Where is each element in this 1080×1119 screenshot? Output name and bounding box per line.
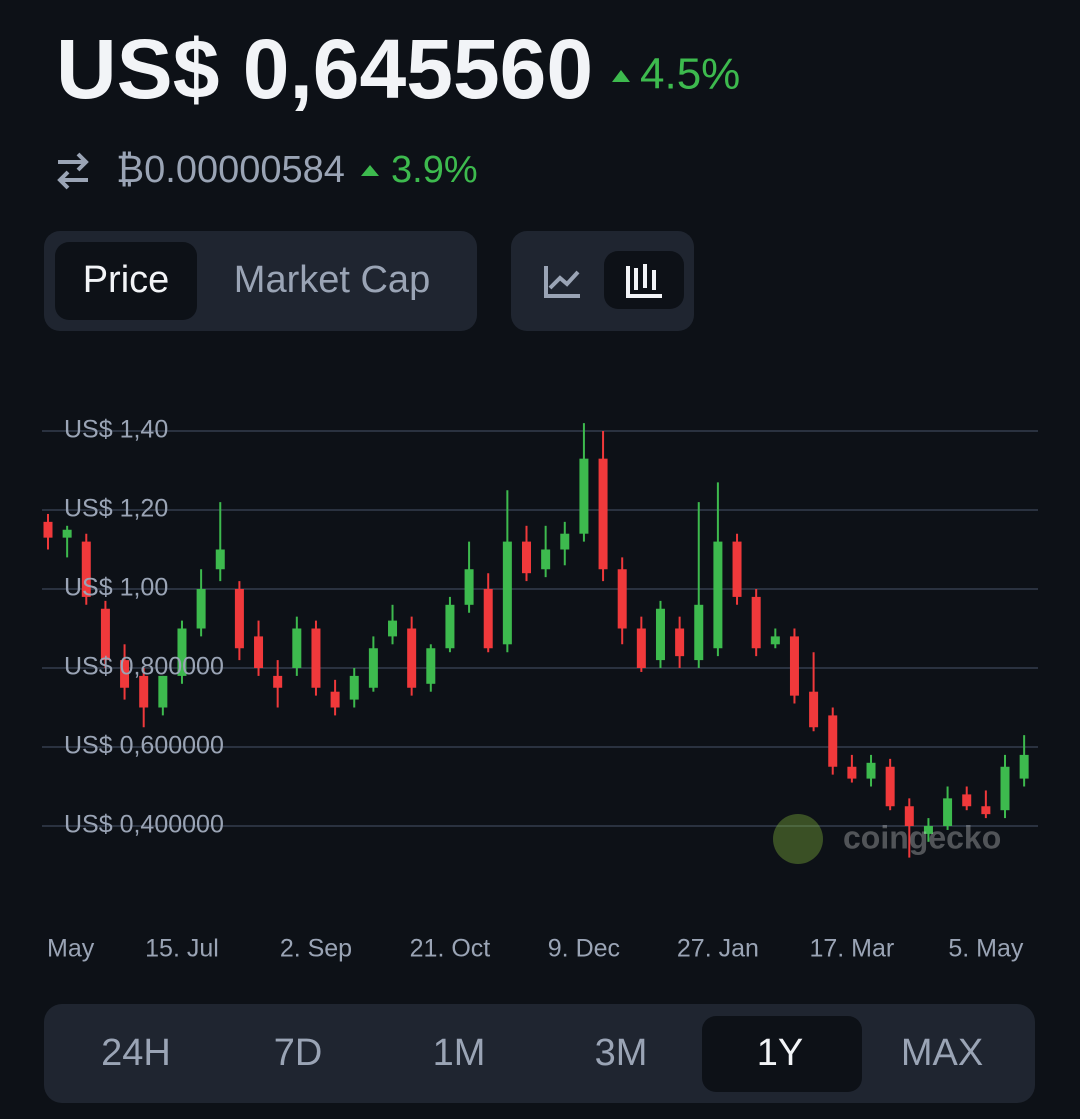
candle-body (579, 458, 589, 534)
candle-body (770, 636, 780, 645)
x-tick-label: 9. Dec (548, 935, 620, 963)
candle-body (311, 628, 321, 688)
x-tick-label: May (47, 935, 95, 963)
range-button[interactable]: 1Y (757, 1032, 803, 1074)
x-tick-label: 5. May (948, 935, 1024, 963)
candle-body (177, 628, 187, 676)
candle-body (675, 628, 685, 657)
watermark-text: coingecko (843, 819, 1001, 855)
tab-selected (55, 242, 197, 320)
x-tick-label: 17. Mar (809, 935, 894, 963)
candle-body (292, 628, 302, 668)
candle-body (598, 458, 608, 570)
y-tick-label: US$ 1,20 (64, 495, 168, 523)
candle-body (655, 608, 665, 661)
x-tick-label: 15. Jul (145, 935, 219, 963)
y-tick-label: US$ 0,600000 (64, 732, 224, 760)
range-bar (44, 1004, 1035, 1103)
candle-body (732, 541, 742, 597)
range-buttons: 24H 7D 1M 3M 1Y MAX (101, 1032, 983, 1074)
candle-body (713, 541, 723, 649)
y-tick-label: US$ 0,400000 (64, 811, 224, 839)
candle-body (100, 608, 110, 661)
x-tick-label: 2. Sep (280, 935, 352, 963)
candle-body (981, 806, 991, 815)
range-button[interactable]: 3M (595, 1032, 648, 1074)
candle-body (426, 648, 436, 684)
candle-body (445, 604, 455, 649)
range-button[interactable]: 24H (101, 1032, 171, 1074)
btc-change: 3.9% (391, 149, 478, 191)
candle-body (215, 549, 225, 570)
btc-price: ₿0.00000584 (116, 149, 345, 191)
candle-body (158, 675, 168, 708)
candle-body (694, 604, 704, 661)
swap-icon (57, 152, 89, 190)
candle-body (502, 541, 512, 645)
x-tick-label: 27. Jan (677, 935, 759, 963)
price: US$ 0,645560 (56, 22, 593, 116)
candle-body (943, 798, 953, 826)
candle-chart-icon[interactable] (626, 264, 662, 298)
candle-body (847, 766, 857, 779)
tab[interactable]: Market Cap (234, 259, 430, 301)
candle-body (1019, 754, 1029, 779)
watermark: coingecko (773, 814, 1001, 864)
candle-body (368, 648, 378, 688)
price-change: 4.5% (640, 50, 740, 99)
candle-body (273, 675, 283, 688)
candle-body (483, 589, 493, 649)
candle-body (330, 691, 340, 708)
candle-body (234, 589, 244, 649)
candle-body (196, 589, 206, 629)
candle-body (120, 660, 130, 688)
candle-body (522, 541, 531, 574)
candle-body (62, 529, 72, 538)
range-button[interactable]: 7D (274, 1032, 323, 1074)
candle-body (636, 628, 646, 668)
candle-body (828, 715, 838, 767)
candle-body (349, 675, 359, 700)
y-tick-label: US$ 1,00 (64, 574, 168, 602)
candle-body (923, 826, 933, 834)
candle-body (254, 636, 264, 668)
up-arrow (612, 70, 630, 82)
line-chart-icon[interactable] (544, 266, 580, 298)
candle-body (464, 569, 474, 605)
x-tick-label: 21. Oct (410, 935, 491, 963)
y-tick-label: US$ 0,800000 (64, 653, 224, 681)
candle-body (617, 569, 627, 629)
tab[interactable]: Price (83, 259, 170, 301)
range-button[interactable]: MAX (901, 1032, 983, 1074)
candle-body (407, 628, 417, 688)
y-tick-label: US$ 1,40 (64, 416, 168, 444)
candle-body (751, 596, 761, 649)
candle-body (962, 794, 972, 807)
range-button[interactable]: 1M (433, 1032, 486, 1074)
candle-body (139, 675, 149, 708)
candle-body (809, 691, 819, 728)
range-selected (702, 1016, 862, 1092)
candle-body (81, 541, 91, 597)
candle-body (560, 533, 570, 550)
candle-body (866, 762, 876, 779)
up-arrow (361, 165, 379, 176)
candle-body (1000, 766, 1010, 811)
candle-body (388, 620, 398, 637)
candle-body (789, 636, 799, 696)
candle-body (541, 549, 551, 570)
candle-body (43, 521, 53, 538)
chart: US$ 1,40 US$ 1,20 US$ 1,00 US$ 0,800000 US$ … (42, 416, 1038, 963)
candle-body (885, 766, 895, 807)
candle-body (904, 806, 914, 826)
